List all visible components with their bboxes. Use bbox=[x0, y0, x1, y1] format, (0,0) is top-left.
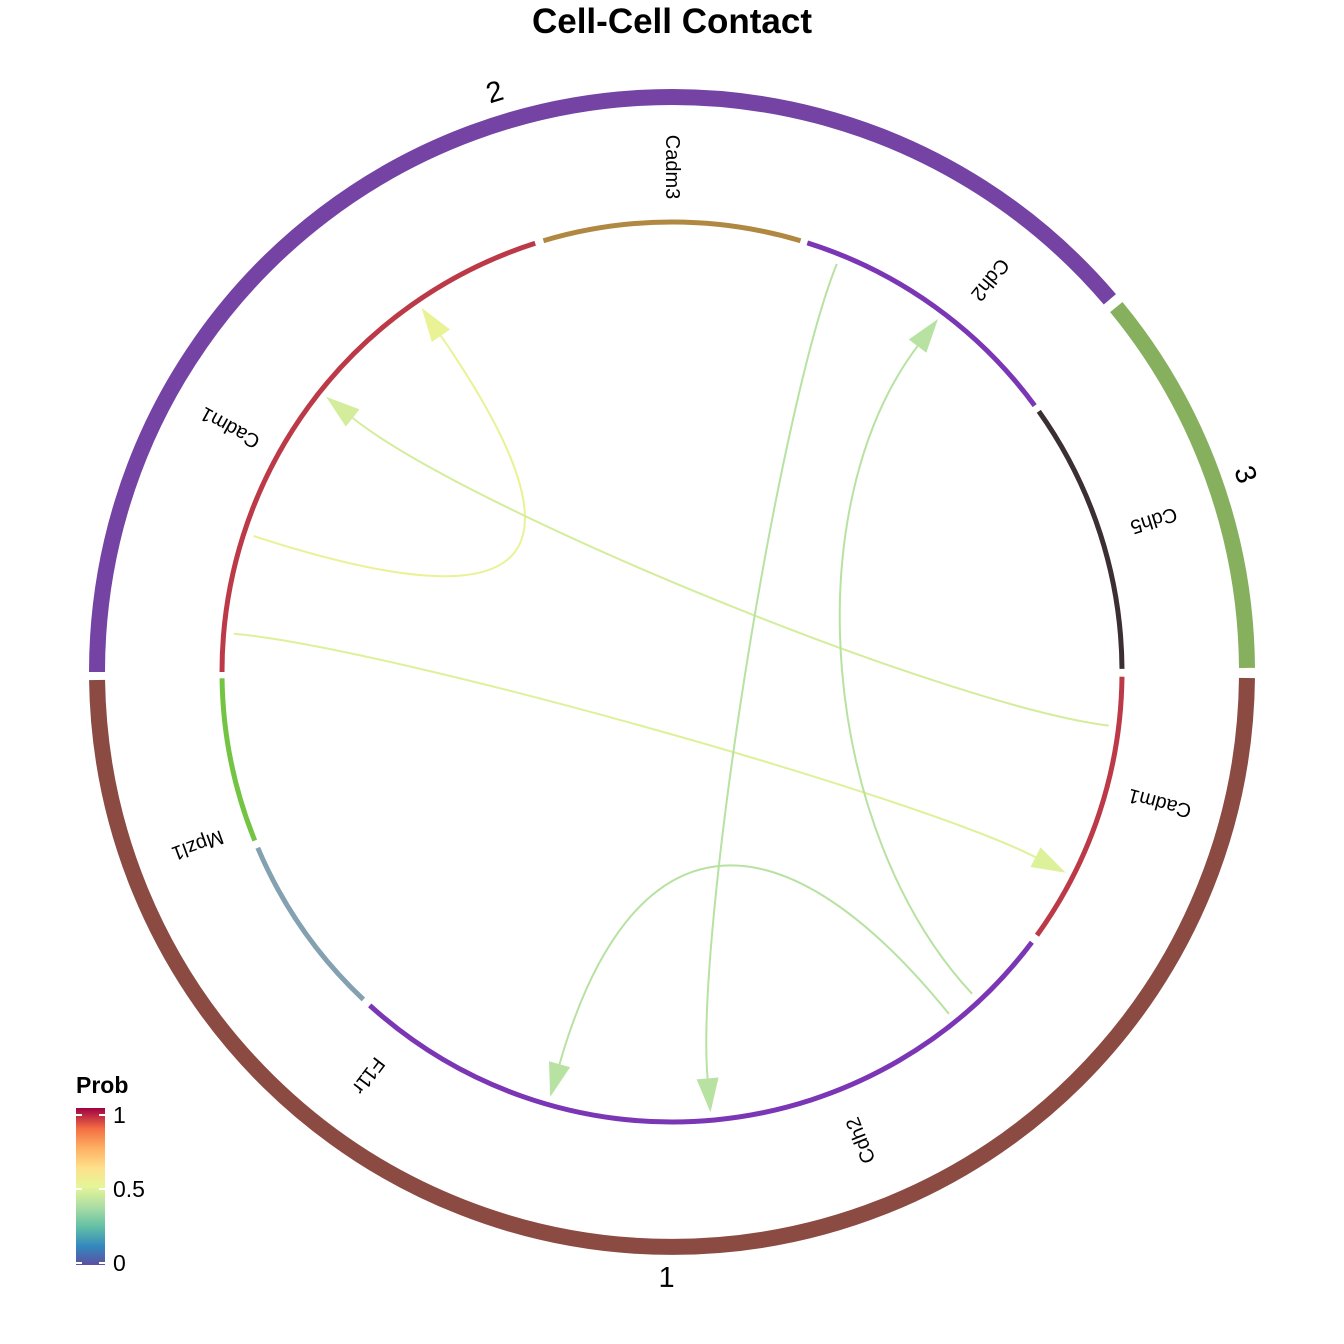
gene-label-1-cdh2: Cdh2 bbox=[842, 1114, 880, 1167]
link-2-cdh2-to-1-cdh2 bbox=[705, 263, 838, 1079]
sector-arc-2-cadm3 bbox=[542, 219, 802, 244]
gene-label-3-cdh5: Cdh5 bbox=[1127, 502, 1179, 537]
link-arrowhead-1-cadm1 bbox=[1030, 847, 1066, 873]
gene-label-1-cadm1: Cadm1 bbox=[1126, 784, 1194, 822]
group-ring bbox=[89, 89, 1255, 1255]
link-2-cadm1-to-2-cadm1 bbox=[253, 335, 526, 578]
link-1-cadm1-to-2-cadm1 bbox=[352, 417, 1109, 727]
link-arrowhead-1-cdh2 bbox=[549, 1061, 571, 1097]
gene-label-2-cdh2: Cdh2 bbox=[966, 254, 1013, 305]
link-arrowhead-2-cdh2 bbox=[908, 319, 938, 353]
link-2-cadm1-to-1-cadm1 bbox=[233, 632, 1036, 859]
gene-label-2-cadm3: Cadm3 bbox=[661, 135, 683, 199]
sector-arc-1-mpzl1 bbox=[219, 678, 258, 842]
legend-title: Prob bbox=[76, 1072, 128, 1098]
gene-label-1-mpzl1: Mpzl1 bbox=[169, 825, 227, 864]
group-arc-3 bbox=[1110, 301, 1255, 669]
legend-tick-label: 0.5 bbox=[113, 1176, 145, 1202]
prob-legend: Prob 10.50 bbox=[76, 1072, 145, 1276]
legend-tick-label: 0 bbox=[113, 1250, 126, 1276]
link-arrowhead-2-cadm1 bbox=[421, 307, 450, 342]
link-layer bbox=[233, 263, 1109, 1113]
link-1-cdh2-to-1-cdh2 bbox=[558, 864, 950, 1065]
sector-arc-3-cdh5 bbox=[1036, 409, 1125, 669]
group-arc-2 bbox=[89, 89, 1116, 673]
sector-ring bbox=[219, 219, 1125, 1125]
sector-arc-2-cadm1 bbox=[219, 240, 536, 673]
link-arrowhead-2-cadm1 bbox=[326, 396, 360, 427]
sector-arc-1-cdh2 bbox=[368, 940, 1034, 1125]
group-label-2: 2 bbox=[482, 75, 507, 110]
sector-arc-1-f11r bbox=[255, 846, 366, 1002]
group-arc-1 bbox=[89, 677, 1255, 1255]
legend-ticks: 10.50 bbox=[76, 1102, 145, 1276]
group-label-3: 3 bbox=[1227, 462, 1263, 488]
link-arrowhead-1-cdh2 bbox=[696, 1077, 719, 1113]
sector-arc-2-cdh2 bbox=[806, 240, 1037, 408]
legend-colorbar bbox=[76, 1108, 105, 1265]
legend-tick-label: 1 bbox=[113, 1102, 126, 1128]
label-layer: 2 3 1 Cadm1 Cadm3 Cdh2 Cdh5 Cadm1 Cdh2 F11r Mpzl1 bbox=[169, 75, 1263, 1294]
chart-title: Cell-Cell Contact bbox=[532, 2, 812, 41]
sector-arc-1-cadm1 bbox=[1034, 676, 1125, 937]
gene-label-2-cadm1: Cadm1 bbox=[197, 402, 264, 453]
group-label-1: 1 bbox=[658, 1262, 674, 1294]
gene-label-1-f11r: F11r bbox=[347, 1053, 389, 1098]
link-1-cdh2-to-2-cdh2 bbox=[838, 345, 973, 995]
